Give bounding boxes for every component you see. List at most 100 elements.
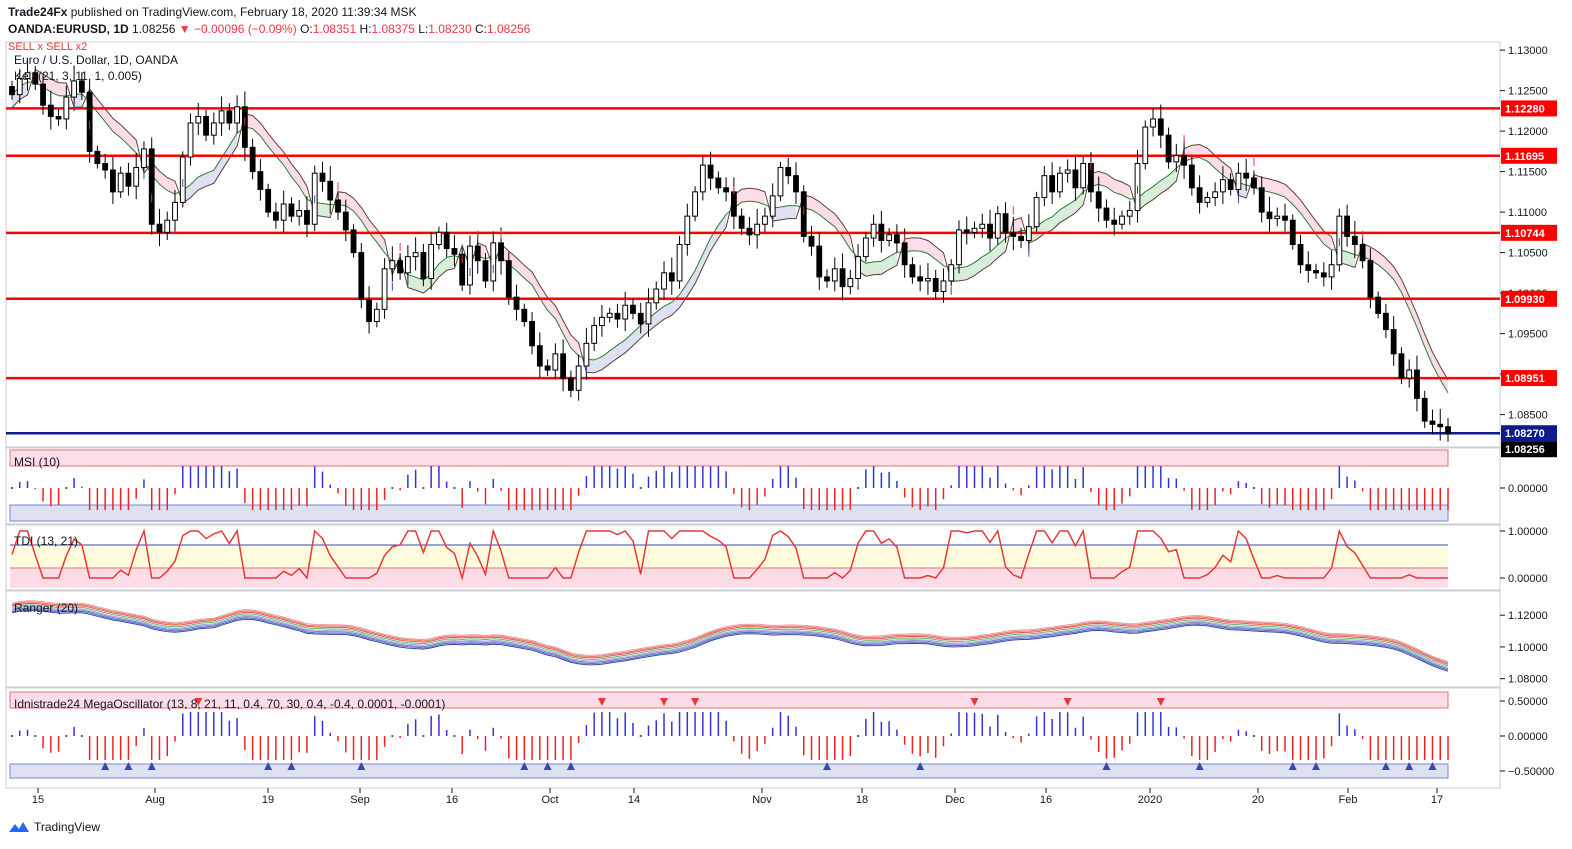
candle-bull <box>428 244 435 280</box>
candle-bull <box>653 288 660 304</box>
tradingview-logo-icon[interactable] <box>8 820 30 834</box>
last-price-label: 1.08256 <box>1505 444 1545 456</box>
candle-bear <box>451 248 458 255</box>
sell-arrow-icon <box>1063 698 1072 706</box>
tradingview-brand[interactable]: TradingView <box>34 820 101 834</box>
price-change: ▼ −0.00096 (−0.09%) <box>178 22 297 36</box>
candle-bull <box>645 302 652 325</box>
symbol-label[interactable]: OANDA:EURUSD, 1D <box>8 22 129 36</box>
candle-bear <box>148 148 155 225</box>
candle-bear <box>55 116 62 120</box>
candle-bear <box>358 252 365 301</box>
candle-bear <box>443 231 450 250</box>
last-price: 1.08256 <box>132 22 176 36</box>
level-price-label: 1.10744 <box>1505 228 1546 240</box>
candle-bull <box>847 278 854 288</box>
buy-arrow-icon <box>357 762 366 770</box>
keltner-bands <box>11 68 1449 394</box>
candle-bull <box>1150 118 1156 128</box>
kelt-indicator-label: Kelt (21, 3, 11, 1, 0.005) <box>14 69 142 83</box>
ranger-band-line <box>11 601 1449 664</box>
msi-bar-flat <box>453 487 456 489</box>
ranger-tick-label: 1.10000 <box>1508 642 1548 654</box>
level-price-label: 1.12280 <box>1505 103 1545 115</box>
candle-bear <box>544 365 551 371</box>
candle-bear <box>304 209 310 225</box>
level-price-label: 1.11695 <box>1505 151 1544 163</box>
candle-bull <box>172 201 178 221</box>
candle-bull <box>940 280 947 292</box>
ranger-band-line <box>11 600 1449 663</box>
candle-bear <box>1049 175 1056 193</box>
candle-bear <box>319 172 326 182</box>
candle-bull <box>777 167 784 197</box>
candle-bear <box>824 276 830 282</box>
high-label: H: <box>359 22 372 36</box>
ranger-band-line <box>11 608 1449 671</box>
sell-arrow-icon <box>691 698 700 706</box>
buy-band-fill <box>314 202 331 218</box>
candle-bull <box>1119 215 1125 225</box>
buy-band-fill <box>1137 168 1177 212</box>
low-value: 1.08230 <box>428 22 472 36</box>
candle-bear <box>273 211 279 221</box>
candle-bull <box>24 72 31 79</box>
support-resistance-lines: 1.12280 1.11695 1.10744 1.09930 1.08951 1.082… <box>6 100 1557 458</box>
tdi-panel-border <box>5 524 1501 591</box>
candle-bear <box>1297 244 1304 266</box>
candle-bear <box>1165 134 1172 163</box>
candle-bear <box>1445 426 1451 435</box>
close-label: C: <box>474 22 487 36</box>
price-panel-border <box>5 41 1501 448</box>
candle-bear <box>1398 353 1405 379</box>
candle-bull <box>699 164 706 193</box>
candle-bear <box>40 83 46 106</box>
candle-bear <box>1305 264 1312 271</box>
candle-bull <box>692 191 698 217</box>
x-tick-label: 14 <box>628 794 640 806</box>
candle-bull <box>280 203 287 221</box>
publisher-name[interactable]: Trade24Fx <box>8 5 68 19</box>
candle-bull <box>762 215 768 225</box>
candle-bear <box>1196 187 1203 203</box>
candle-bull <box>684 215 691 245</box>
candle-bear <box>1072 169 1079 189</box>
candle-bear <box>203 116 209 136</box>
candle-bull <box>1212 191 1219 199</box>
candle-bull <box>591 325 598 344</box>
candle-bear <box>1227 179 1234 190</box>
candle-bull <box>373 308 380 322</box>
candle-bear <box>1320 272 1327 278</box>
candle-bear <box>1010 231 1017 237</box>
tdi-panel: 1.00000 0.00000 <box>10 526 1548 588</box>
chart-canvas[interactable]: 1.13000 1.12500 1.12000 1.11500 1.11000 1.105… <box>0 0 1572 815</box>
sell-band-fill <box>501 243 579 356</box>
candle-bull <box>925 278 931 282</box>
buy-band-fill <box>1028 191 1084 244</box>
buy-arrow-icon <box>543 762 552 770</box>
candle-bear <box>839 268 846 288</box>
candle-bear <box>102 163 109 171</box>
candle-bull <box>436 231 442 246</box>
candle-bear <box>901 242 908 266</box>
candle-bear <box>1437 423 1444 428</box>
ranger-tick-label: 1.08000 <box>1508 674 1548 686</box>
candle-bear <box>1266 211 1273 220</box>
level-label-bg <box>1501 290 1557 307</box>
osc-bar-flat <box>1252 735 1255 737</box>
candle-bear <box>1258 187 1265 213</box>
osc-bar-flat <box>34 735 37 737</box>
candle-bull <box>218 110 225 124</box>
candle-bear <box>1414 369 1420 399</box>
candle-bear <box>560 353 567 379</box>
tdi-low-zone <box>10 568 1448 588</box>
candle-bear <box>614 312 621 320</box>
level-price-label: 1.08951 <box>1505 373 1545 385</box>
candle-bear <box>1359 244 1366 262</box>
buy-arrow-icon <box>1288 762 1297 770</box>
candle-bear <box>917 276 924 282</box>
candle-bull <box>1406 369 1413 379</box>
msi-bar-flat <box>422 487 425 489</box>
publish-header: Trade24Fx published on TradingView.com, … <box>8 5 417 19</box>
y-tick-label: 1.11500 <box>1508 167 1547 179</box>
